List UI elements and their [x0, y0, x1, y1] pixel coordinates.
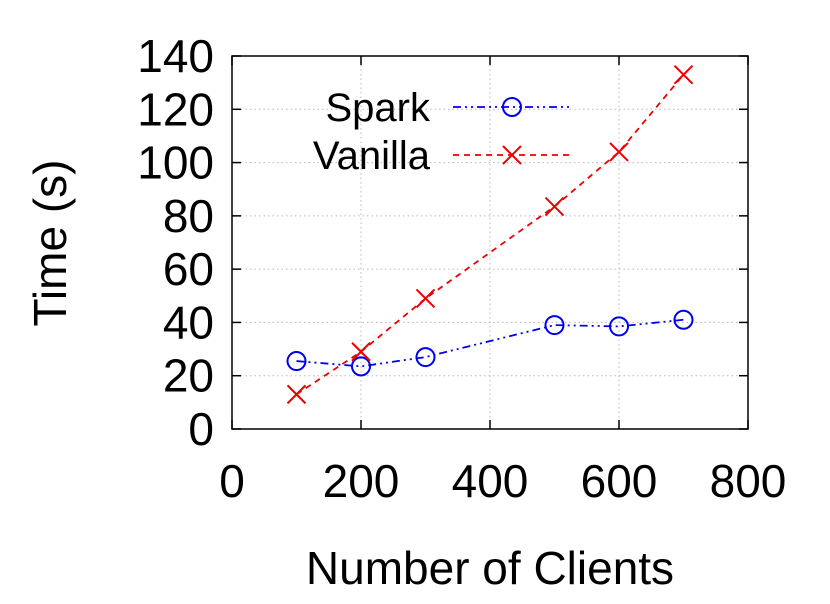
series-spark	[286, 309, 694, 377]
data-point-spark	[544, 315, 565, 336]
data-point-spark	[415, 347, 436, 368]
data-point-spark	[673, 309, 694, 330]
data-point-spark	[286, 351, 307, 372]
y-tick-label: 0	[188, 403, 214, 455]
y-tick-label: 80	[163, 190, 214, 242]
series	[286, 64, 694, 405]
plot-frame	[231, 55, 749, 430]
legend-label-spark: Spark	[326, 86, 431, 130]
y-tick-label: 140	[137, 30, 214, 82]
y-tick-label: 20	[163, 350, 214, 402]
data-point-vanilla	[415, 288, 436, 309]
grid	[232, 56, 748, 429]
legend-item-vanilla: Vanilla	[313, 134, 570, 178]
series-vanilla	[286, 64, 694, 405]
x-tick-label: 200	[323, 455, 400, 507]
y-tick-label: 60	[163, 243, 214, 295]
legend-item-spark: Spark	[326, 86, 570, 130]
data-point-vanilla	[544, 196, 565, 217]
data-point-spark	[609, 316, 629, 337]
x-tick-label: 400	[452, 455, 529, 507]
data-point-vanilla	[351, 342, 371, 362]
x-tick-label: 0	[219, 455, 245, 507]
data-point-vanilla	[286, 384, 307, 405]
x-axis-label: Number of Clients	[306, 542, 674, 594]
legend-label-vanilla: Vanilla	[313, 134, 431, 178]
legend-marker-vanilla	[502, 145, 522, 165]
data-point-vanilla	[673, 64, 694, 85]
series-line-vanilla	[296, 74, 685, 396]
y-tick-label: 40	[163, 296, 214, 348]
data-point-vanilla	[609, 142, 629, 162]
legend-marker-spark	[502, 97, 522, 117]
y-axis-label: Time (s)	[24, 160, 76, 327]
y-tick-label: 100	[137, 137, 214, 189]
x-tick-label: 800	[710, 455, 787, 507]
x-tick-label: 600	[581, 455, 658, 507]
y-tick-label: 120	[137, 83, 214, 135]
series-line-spark	[296, 318, 684, 368]
data-point-spark	[351, 356, 371, 377]
